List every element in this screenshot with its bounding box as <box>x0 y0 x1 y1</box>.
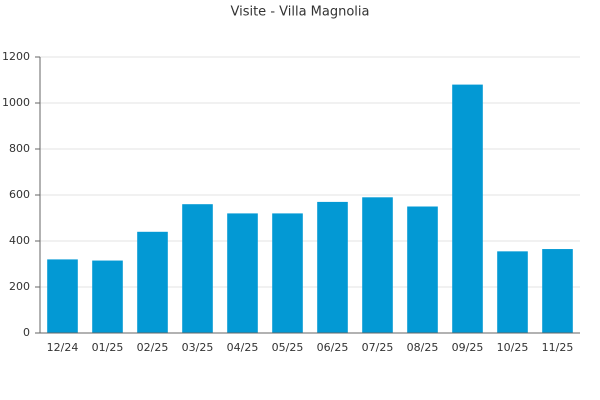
y-tick-label: 800 <box>9 142 30 155</box>
bar <box>362 197 393 333</box>
x-tick-label: 11/25 <box>542 341 574 354</box>
x-tick-label: 08/25 <box>407 341 439 354</box>
x-tick-label: 07/25 <box>362 341 394 354</box>
x-tick-label: 10/25 <box>497 341 529 354</box>
y-tick-label: 1000 <box>2 96 30 109</box>
bar <box>182 204 213 333</box>
bar <box>497 251 528 333</box>
y-tick-label: 400 <box>9 234 30 247</box>
x-tick-label: 06/25 <box>317 341 349 354</box>
bar <box>317 201 348 333</box>
bar <box>542 249 573 333</box>
x-tick-label: 04/25 <box>227 341 259 354</box>
bar <box>47 259 78 333</box>
x-tick-label: 02/25 <box>137 341 169 354</box>
bar <box>137 231 168 333</box>
x-tick-label: 09/25 <box>452 341 484 354</box>
bar <box>452 84 483 333</box>
bar <box>272 213 303 333</box>
y-tick-label: 200 <box>9 280 30 293</box>
chart-title: Visite - Villa Magnolia <box>230 5 369 20</box>
bar <box>227 213 258 333</box>
x-tick-label: 12/24 <box>47 341 79 354</box>
x-tick-label: 03/25 <box>182 341 214 354</box>
bar <box>92 260 123 333</box>
x-tick-label: 01/25 <box>92 341 124 354</box>
x-tick-label: 05/25 <box>272 341 304 354</box>
y-tick-label: 600 <box>9 188 30 201</box>
bar <box>407 206 438 333</box>
y-tick-label: 1200 <box>2 50 30 63</box>
y-tick-label: 0 <box>23 326 30 339</box>
